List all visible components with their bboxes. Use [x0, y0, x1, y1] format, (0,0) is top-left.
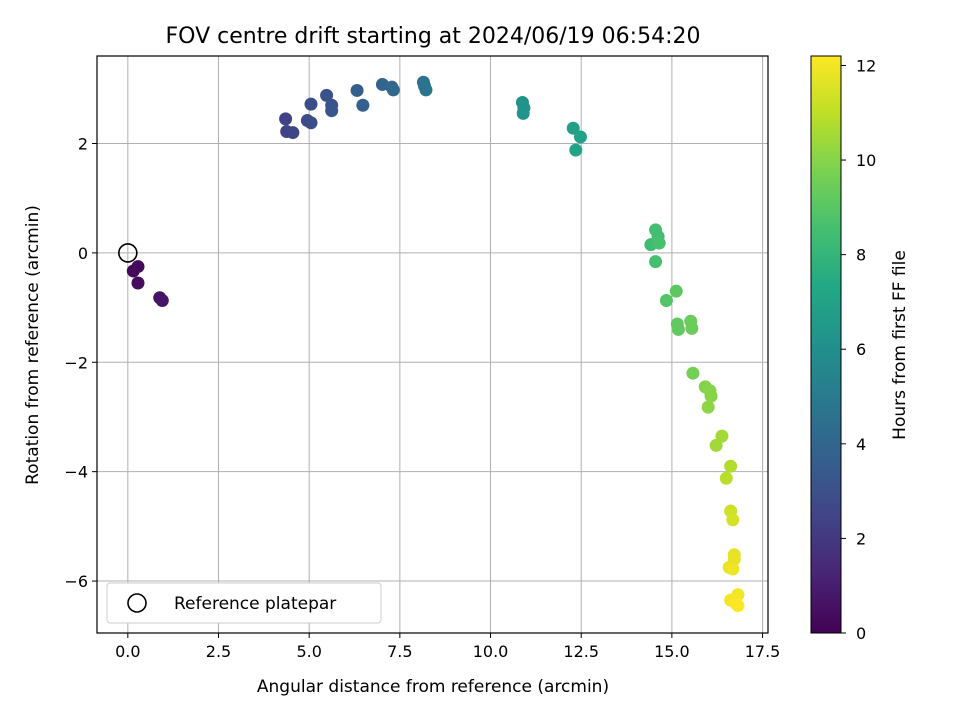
data-point — [325, 104, 339, 118]
data-point — [566, 121, 580, 135]
x-tick-label: 15.0 — [654, 642, 690, 661]
data-point — [701, 400, 715, 414]
data-point — [304, 97, 318, 111]
colorbar-tick-label: 2 — [856, 529, 866, 548]
data-point — [686, 366, 700, 380]
data-point — [669, 284, 683, 298]
data-point — [286, 126, 300, 140]
y-tick-label: −4 — [64, 463, 88, 482]
x-axis-label: Angular distance from reference (arcmin) — [257, 677, 609, 697]
x-tick-label: 10.0 — [473, 642, 509, 661]
colorbar-tick-label: 0 — [856, 624, 866, 643]
data-point — [356, 98, 370, 112]
data-point — [131, 276, 145, 290]
y-tick-label: −6 — [64, 572, 88, 591]
y-tick-label: 2 — [78, 135, 88, 154]
data-point — [419, 83, 433, 97]
data-point — [573, 130, 587, 144]
colorbar-label: Hours from first FF file — [890, 250, 910, 440]
data-point — [715, 429, 729, 443]
chart-title: FOV centre drift starting at 2024/06/19 … — [166, 24, 701, 49]
colorbar-tick-label: 8 — [856, 246, 866, 265]
data-point — [731, 599, 745, 613]
x-tick-label: 2.5 — [206, 642, 231, 661]
data-point — [659, 293, 673, 307]
plot-area-frame — [96, 55, 769, 634]
colorbar-gradient — [810, 55, 842, 634]
legend-marker-icon — [127, 593, 147, 613]
x-tick-label: 12.5 — [563, 642, 599, 661]
data-point — [709, 438, 723, 452]
data-point — [671, 322, 685, 336]
colorbar-tick-label: 4 — [856, 435, 866, 454]
colorbar-ticks: 0 2 4 6 8 10 12 — [841, 56, 876, 643]
grid — [97, 56, 768, 633]
data-point — [652, 236, 666, 250]
legend-box — [106, 582, 382, 624]
x-tick-label: 5.0 — [296, 642, 321, 661]
x-tick-label: 7.5 — [387, 642, 412, 661]
data-point — [131, 260, 145, 274]
data-point — [155, 293, 169, 307]
x-axis-ticks: 0.0 2.5 5.0 7.5 10.0 12.5 15.0 17.5 — [115, 633, 780, 661]
data-point — [704, 389, 718, 403]
legend: Reference platepar — [106, 582, 382, 624]
data-point — [320, 88, 334, 102]
colorbar-tick-label: 12 — [856, 56, 876, 75]
legend-label: Reference platepar — [174, 594, 336, 614]
data-points — [126, 75, 745, 613]
colorbar: 0 2 4 6 8 10 12 Hours from first FF file — [810, 55, 910, 643]
data-point — [516, 106, 530, 120]
data-point — [386, 83, 400, 97]
y-axis-ticks: −6 −4 −2 0 2 — [64, 135, 97, 591]
colorbar-tick-label: 10 — [856, 151, 876, 170]
data-point — [724, 459, 738, 473]
y-tick-label: 0 — [78, 244, 88, 263]
colorbar-tick-label: 6 — [856, 340, 866, 359]
data-point — [719, 471, 733, 485]
y-axis-label: Rotation from reference (arcmin) — [23, 205, 43, 485]
x-tick-label: 17.5 — [745, 642, 781, 661]
data-point — [685, 321, 699, 335]
data-point — [649, 255, 663, 269]
data-point — [279, 112, 293, 126]
data-point — [726, 562, 740, 576]
data-point — [350, 83, 364, 97]
data-point — [569, 143, 583, 157]
reference-platepar-marker — [118, 243, 138, 263]
data-point — [726, 513, 740, 527]
y-tick-label: −2 — [64, 353, 88, 372]
x-tick-label: 0.0 — [115, 642, 140, 661]
data-point — [304, 116, 318, 130]
